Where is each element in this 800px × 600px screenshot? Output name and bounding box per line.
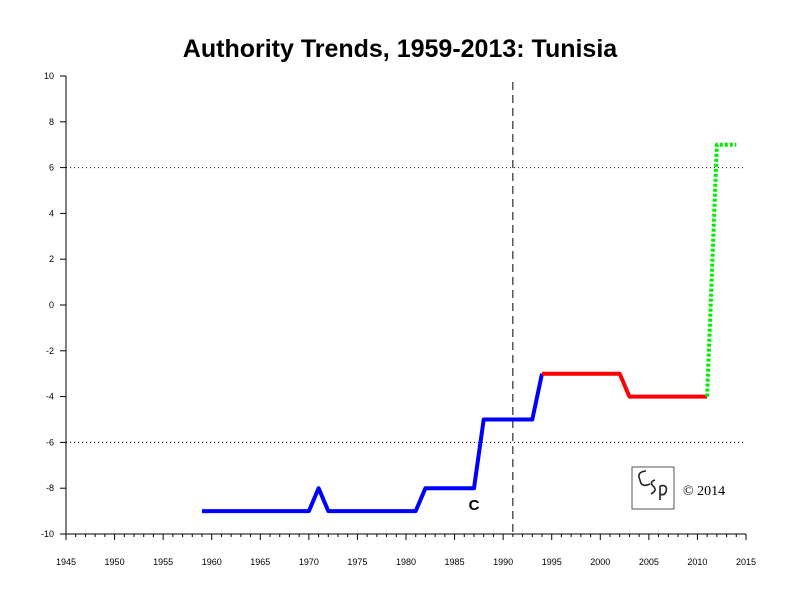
series-line-1 [542,371,708,399]
y-tick-label: 8 [49,117,54,127]
x-tick-label: 1980 [396,557,416,567]
chart-title: Authority Trends, 1959-2013: Tunisia [182,35,618,63]
y-tick-label: -4 [46,392,54,402]
y-tick-label: 10 [44,71,54,81]
x-axis-ticks: 1945 1950 1955 1960 1965 1970 1975 1980 1985 1990… [56,534,756,567]
copyright-text: © 2014 [683,484,725,499]
x-tick-label: 1970 [299,557,319,567]
data-series [202,142,737,514]
x-tick-label: 1955 [153,557,173,567]
y-tick-label: -2 [46,346,54,356]
axes [65,76,746,535]
y-tick-label: 6 [49,163,54,173]
x-tick-label: 2005 [639,557,659,567]
x-tick-label: 1990 [493,557,513,567]
y-tick-label: -8 [46,483,54,493]
x-tick-label: 1965 [250,557,270,567]
y-tick-label: -6 [46,437,54,447]
x-tick-label: 2015 [736,557,756,567]
x-tick-label: 1960 [202,557,222,567]
series-line-0 [202,373,544,514]
x-tick-label: 1950 [105,557,125,567]
y-axis-ticks: 10 8 6 4 2 0 -2 -4 -6 -8 -10 [41,71,66,539]
x-tick-label: 1945 [56,557,76,567]
y-tick-label: 2 [49,254,54,264]
annotation-label: C [469,497,480,514]
y-tick-label: 0 [49,300,54,310]
annotations: C [469,497,480,514]
y-tick-label: 4 [49,208,54,218]
y-tick-label: -10 [41,529,54,539]
reference-lines [66,167,746,443]
x-tick-label: 2000 [590,557,610,567]
x-tick-label: 1985 [445,557,465,567]
x-tick-label: 2010 [687,557,707,567]
x-tick-label: 1995 [542,557,562,567]
csp-logo [631,466,675,510]
series-line-2 [705,142,737,397]
x-tick-label: 1975 [347,557,367,567]
